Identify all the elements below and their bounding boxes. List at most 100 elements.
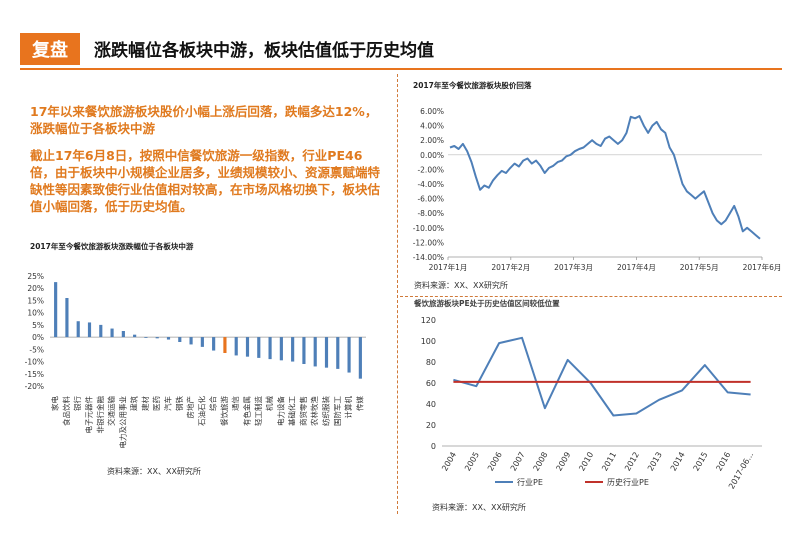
bar-category-label: 钢铁 [174, 396, 184, 411]
bar-category-label: 轻工制造 [253, 396, 263, 426]
price-y-tick-label: -8.00% [417, 209, 444, 218]
bar [99, 324, 103, 338]
bar [189, 337, 193, 345]
bar-category-label: 交通运输 [106, 396, 116, 426]
price-chart-source: 资料来源：XX、XX研究所 [414, 281, 508, 290]
pe-x-tick-label: 2016 [714, 451, 732, 473]
summary-paragraph-1: 17年以来餐饮旅游板块股价小幅上涨后回落，跌幅多达12%，涨跌幅位于各板块中游 [30, 104, 378, 136]
sector-return-bar-chart: 25%20%15%10%5%0%-5%-10%-15%-20%家电 食品饮料 银行电… [25, 272, 366, 449]
pe-y-tick-label: 80 [426, 358, 436, 367]
price-x-tick-label: 2017年3月 [554, 262, 593, 272]
price-x-tick-label: 2017年6月 [743, 262, 782, 272]
pe-y-tick-label: 0 [431, 442, 436, 451]
header-divider [20, 68, 782, 70]
bar [121, 331, 125, 338]
bar-category-label: 机械 [264, 396, 274, 411]
bar [302, 337, 306, 364]
pe-legend-label: 行业PE [517, 477, 543, 487]
bar-category-label: 家电 [50, 396, 60, 411]
bar [200, 337, 204, 347]
price-y-tick-label: 0.00% [420, 151, 444, 160]
pe-y-tick-label: 40 [426, 400, 436, 409]
horizontal-divider [400, 296, 782, 297]
bar-category-label: 石油石化 [196, 396, 206, 426]
price-x-tick-label: 2017年1月 [429, 262, 468, 272]
pe-legend-label: 历史行业PE [607, 477, 649, 487]
pe-x-tick-label: 2015 [692, 451, 710, 473]
bar-y-tick-label: 15% [27, 296, 44, 305]
bar-category-label: 传媒 [354, 396, 364, 411]
pe-x-tick-label: 2013 [646, 451, 664, 473]
page-title: 涨跌幅位各板块中游，板块估值低于历史均值 [94, 41, 434, 61]
bar [347, 337, 351, 373]
price-y-tick-label: -14.00% [413, 253, 444, 262]
pe-y-tick-label: 20 [426, 421, 436, 430]
bar-category-label: 纺织服装 [321, 396, 331, 426]
bar-y-tick-label: -15% [25, 370, 44, 379]
price-x-tick-label: 2017年5月 [680, 262, 719, 272]
pe-x-tick-label: 2014 [669, 451, 687, 473]
bar [234, 337, 238, 356]
bar-category-label: 餐饮旅游 [219, 396, 229, 426]
bar-category-label: 汽车 [163, 396, 173, 411]
bar [155, 337, 159, 339]
bar [133, 334, 137, 338]
bar [223, 337, 227, 353]
bar [358, 337, 362, 379]
bar [76, 321, 80, 338]
pe-y-tick-label: 120 [421, 316, 436, 325]
price-x-tick-label: 2017年2月 [491, 262, 530, 272]
vertical-divider [397, 74, 398, 514]
bar [178, 337, 182, 342]
price-y-tick-label: -4.00% [417, 180, 444, 189]
pe-x-tick-label: 2008 [532, 451, 550, 473]
bar [144, 337, 148, 338]
pe-x-tick-label: 2012 [623, 451, 641, 473]
price-y-tick-label: 2.00% [420, 136, 444, 145]
bar [324, 337, 329, 368]
price-y-tick-label: -10.00% [413, 224, 444, 233]
bar-y-tick-label: 25% [27, 272, 44, 281]
bar [212, 337, 216, 351]
pe-x-tick-label: 2004 [440, 451, 458, 473]
pe-series-line [453, 336, 751, 417]
bar-chart-title: 2017年至今餐饮旅游板块涨跌幅位于各板块中游 [30, 242, 194, 251]
price-chart-title: 2017年至今餐饮旅游板块股价回落 [413, 81, 532, 90]
price-x-tick-label: 2017年4月 [617, 262, 656, 272]
bar-category-label: 通信 [230, 396, 240, 411]
pe-line-chart: 120 100 80 60 40 20 0 2004 2005 2006 2007 2008 2009 2… [421, 316, 762, 491]
price-y-tick-label: -2.00% [417, 165, 444, 174]
bar [268, 337, 272, 360]
price-series-line [449, 115, 761, 240]
bar-category-label: 基础化工 [287, 396, 297, 426]
pe-x-tick-label: 2005 [463, 451, 481, 473]
pe-y-tick-label: 100 [421, 337, 436, 346]
pe-x-tick-label: 2007 [509, 451, 527, 473]
bar-category-label: 国防军工 [332, 396, 342, 426]
pe-chart-source: 资料来源：XX、XX研究所 [432, 503, 526, 512]
price-line-chart: 6.00% 4.00% 2.00% 0.00% -2.00% -4.00% -6.00% -8… [413, 107, 782, 272]
bar [110, 328, 114, 338]
bar-y-tick-label: 5% [32, 321, 44, 330]
bar [257, 337, 261, 358]
bar-y-tick-label: 20% [27, 284, 44, 293]
bar-category-label: 农林牧渔 [309, 396, 319, 426]
pe-y-tick-label: 60 [426, 379, 436, 388]
pe-x-tick-label: 2010 [577, 451, 595, 473]
bar [279, 337, 283, 361]
bar-category-label: 电子元器件 [84, 396, 94, 434]
bar [166, 337, 171, 340]
bar [313, 337, 317, 367]
bar [87, 322, 92, 338]
bar-category-label: 电力设备 [275, 396, 285, 426]
bar-category-label: 医药 [151, 396, 161, 411]
bar-category-label: 食品饮料 [61, 396, 71, 426]
pe-chart-title: 餐饮旅游板块PE处于历史估值区间较低位置 [414, 299, 560, 308]
bar-y-tick-label: -10% [25, 358, 44, 367]
bar-category-label: 非银行金融 [95, 396, 105, 434]
bar [291, 337, 295, 362]
bar-category-label: 建筑 [129, 396, 139, 411]
section-tag: 复盘 [20, 33, 80, 65]
bar [65, 298, 69, 338]
price-y-tick-label: -6.00% [417, 195, 444, 204]
